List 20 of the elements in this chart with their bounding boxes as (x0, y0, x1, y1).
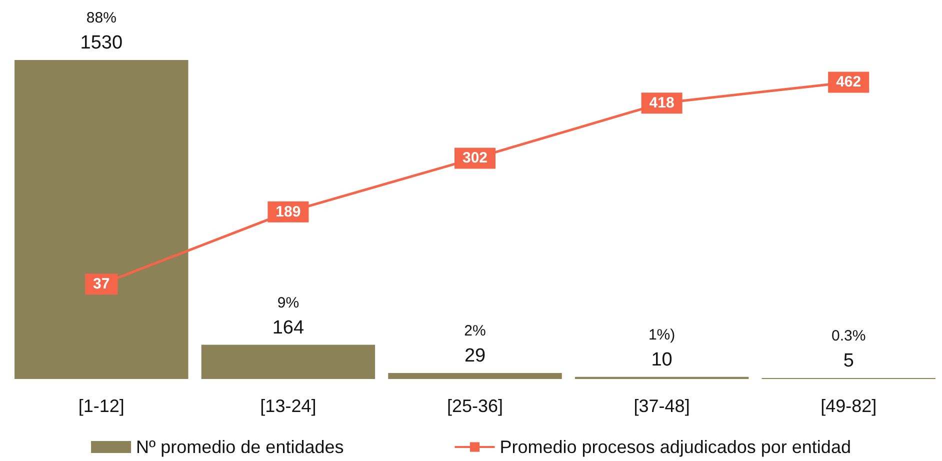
bar (14, 60, 188, 379)
data-label: 10 (651, 349, 672, 370)
data-label: 1530 (80, 32, 123, 54)
annotation: 0.3% (832, 327, 866, 344)
x-tick-label: [25-36] (446, 396, 504, 416)
annotation: 9% (277, 294, 300, 312)
bar (201, 344, 376, 379)
x-tick-label: [1-12] (78, 396, 124, 416)
legend-label: Nº promedio de entidades (136, 437, 344, 457)
text: 88% (86, 10, 116, 26)
x-tick-label: [37-48] (634, 396, 690, 416)
data-label: 164 (272, 317, 304, 338)
annotation: 1%) (648, 326, 676, 344)
data-label: 29 (464, 345, 486, 366)
x-tick-label: [49-82] (820, 396, 877, 416)
x-tick-label: [13-24] (260, 396, 316, 416)
bar (388, 372, 562, 379)
legend-label: Promedio procesos adjudicados por entidad (500, 437, 851, 457)
annotation: 2% (464, 322, 486, 340)
data-label: 5 (843, 350, 854, 372)
